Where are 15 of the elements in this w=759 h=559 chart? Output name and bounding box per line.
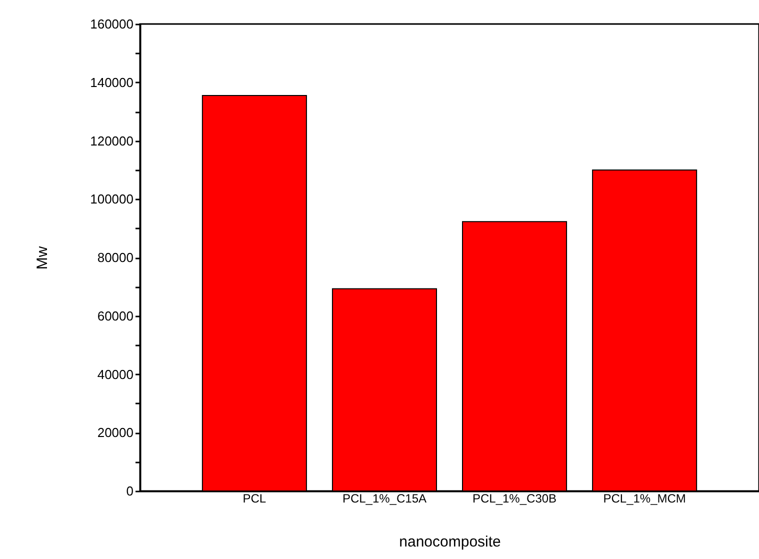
y-tick-label: 100000 — [90, 192, 134, 207]
y-tick-label: 20000 — [97, 425, 134, 440]
x-tick-label: PCL_1%_C30B — [472, 492, 557, 506]
x-tick-label: PCL — [242, 492, 266, 506]
y-tick-label: 60000 — [97, 308, 134, 324]
y-tick-label: 160000 — [90, 16, 134, 32]
y-tick-label: 0 — [126, 484, 134, 498]
y-tick-label: 80000 — [97, 250, 134, 265]
x-axis-title: nanocomposite — [399, 534, 501, 550]
y-tick-label: 40000 — [97, 366, 134, 382]
y-tick-label: 140000 — [90, 74, 134, 90]
y-axis-title: Mw — [34, 246, 52, 270]
x-tick-label: PCL_1%_MCM — [603, 492, 686, 506]
y-tick-label: 120000 — [90, 133, 134, 148]
x-tick-label: PCL_1%_C15A — [342, 492, 427, 506]
